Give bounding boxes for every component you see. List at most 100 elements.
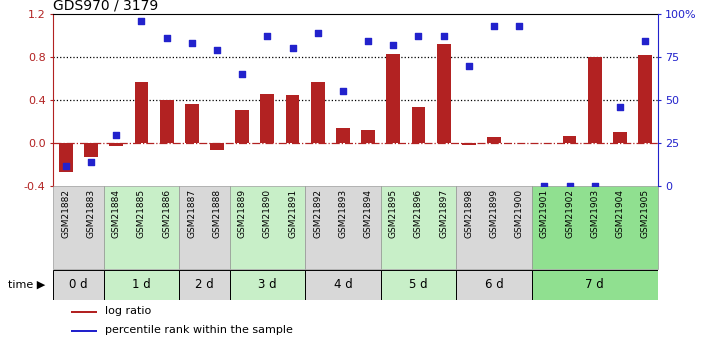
Bar	[210, 143, 224, 150]
Text: 3 d: 3 d	[258, 278, 277, 291]
Text: GSM21891: GSM21891	[288, 189, 297, 238]
Bar	[71, 330, 97, 332]
FancyBboxPatch shape	[230, 186, 305, 269]
Point	[363, 39, 374, 44]
Bar	[71, 311, 97, 313]
Bar	[311, 82, 325, 143]
Bar	[109, 143, 123, 146]
Bar	[487, 137, 501, 143]
Text: GSM21890: GSM21890	[263, 189, 272, 238]
Point	[287, 46, 298, 51]
FancyBboxPatch shape	[305, 270, 380, 299]
FancyBboxPatch shape	[380, 270, 456, 299]
Bar	[386, 54, 400, 143]
FancyBboxPatch shape	[53, 270, 104, 299]
Text: GSM21898: GSM21898	[464, 189, 474, 238]
Point	[488, 23, 500, 29]
Bar	[588, 57, 602, 143]
Point	[337, 89, 348, 94]
Bar	[286, 95, 299, 143]
FancyBboxPatch shape	[104, 186, 179, 269]
Text: percentile rank within the sample: percentile rank within the sample	[105, 325, 292, 335]
FancyBboxPatch shape	[532, 186, 658, 269]
Bar	[59, 143, 73, 172]
Text: GSM21902: GSM21902	[565, 189, 574, 238]
FancyBboxPatch shape	[179, 186, 230, 269]
Point	[136, 18, 147, 23]
Bar	[84, 143, 98, 157]
Text: GSM21884: GSM21884	[112, 189, 121, 238]
Bar	[412, 107, 425, 143]
FancyBboxPatch shape	[179, 270, 230, 299]
Text: GSM21883: GSM21883	[87, 189, 95, 238]
Text: GSM21894: GSM21894	[363, 189, 373, 238]
Text: time ▶: time ▶	[8, 280, 46, 289]
Point	[237, 71, 248, 77]
Bar	[462, 143, 476, 145]
Bar	[361, 130, 375, 143]
Text: GSM21900: GSM21900	[515, 189, 524, 238]
Text: 5 d: 5 d	[409, 278, 428, 291]
Point	[438, 33, 449, 39]
Bar	[336, 128, 350, 143]
Text: 2 d: 2 d	[195, 278, 214, 291]
Text: GSM21904: GSM21904	[616, 189, 624, 238]
Bar	[437, 44, 451, 143]
Point	[564, 184, 575, 189]
Text: log ratio: log ratio	[105, 306, 151, 316]
FancyBboxPatch shape	[456, 186, 532, 269]
Text: GSM21895: GSM21895	[389, 189, 397, 238]
Point	[312, 30, 324, 36]
Point	[161, 35, 172, 41]
Text: GSM21887: GSM21887	[187, 189, 196, 238]
Point	[539, 184, 550, 189]
Text: 7 d: 7 d	[585, 278, 604, 291]
Bar	[185, 104, 199, 143]
Text: 0 d: 0 d	[69, 278, 88, 291]
Text: GSM21885: GSM21885	[137, 189, 146, 238]
FancyBboxPatch shape	[456, 270, 532, 299]
Point	[387, 42, 399, 48]
FancyBboxPatch shape	[104, 270, 179, 299]
Text: 1 d: 1 d	[132, 278, 151, 291]
Bar	[613, 132, 627, 143]
Bar	[562, 136, 577, 143]
FancyBboxPatch shape	[53, 186, 104, 269]
FancyBboxPatch shape	[305, 186, 380, 269]
Point	[589, 184, 600, 189]
Text: GSM21896: GSM21896	[414, 189, 423, 238]
Point	[111, 132, 122, 137]
Point	[85, 159, 97, 165]
Bar	[638, 55, 652, 143]
Text: GSM21886: GSM21886	[162, 189, 171, 238]
Point	[513, 23, 525, 29]
Bar	[134, 82, 149, 143]
Text: GSM21903: GSM21903	[590, 189, 599, 238]
Bar	[235, 110, 249, 143]
Text: GSM21889: GSM21889	[237, 189, 247, 238]
Text: GSM21905: GSM21905	[641, 189, 650, 238]
FancyBboxPatch shape	[380, 186, 456, 269]
Point	[413, 33, 424, 39]
Text: GSM21899: GSM21899	[489, 189, 498, 238]
Text: GSM21901: GSM21901	[540, 189, 549, 238]
Point	[614, 104, 626, 110]
FancyBboxPatch shape	[230, 270, 305, 299]
Point	[186, 40, 198, 46]
Point	[639, 39, 651, 44]
Text: GSM21893: GSM21893	[338, 189, 348, 238]
Text: GSM21892: GSM21892	[314, 189, 322, 238]
Text: GSM21882: GSM21882	[61, 189, 70, 238]
Text: GSM21888: GSM21888	[213, 189, 222, 238]
Point	[60, 163, 72, 168]
FancyBboxPatch shape	[532, 270, 658, 299]
Text: 4 d: 4 d	[333, 278, 352, 291]
Text: GSM21897: GSM21897	[439, 189, 448, 238]
Point	[262, 33, 273, 39]
Point	[211, 47, 223, 53]
Point	[463, 63, 474, 68]
Bar	[260, 93, 274, 143]
Bar	[160, 100, 173, 143]
Text: 6 d: 6 d	[485, 278, 503, 291]
Text: GDS970 / 3179: GDS970 / 3179	[53, 0, 159, 13]
